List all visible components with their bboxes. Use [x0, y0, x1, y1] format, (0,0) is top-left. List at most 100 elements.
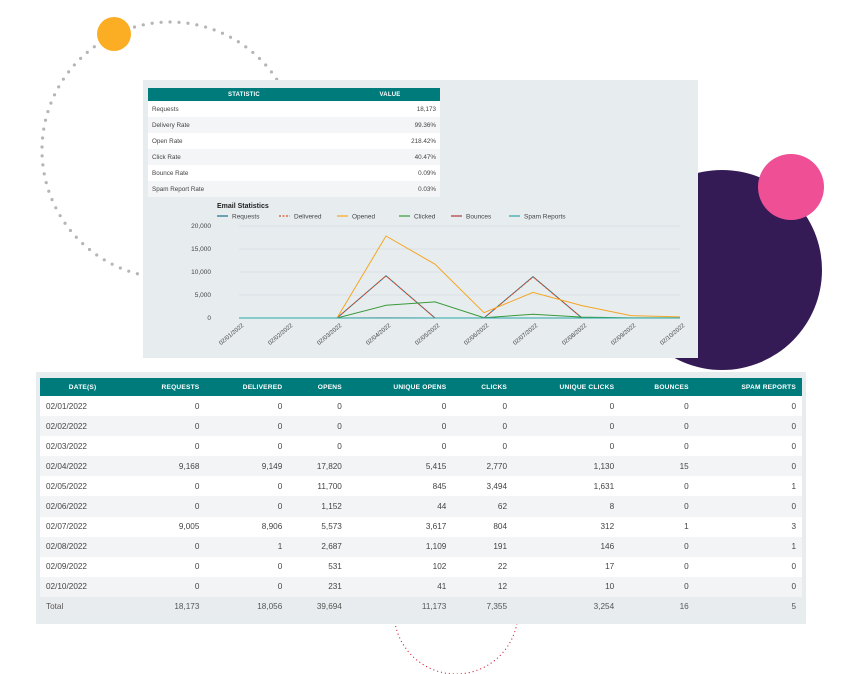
email-statistics-chart: Email Statistics Requests Delivered Opened C…	[191, 203, 687, 347]
table-row: 02/03/2022 0 0 0 0 0 0 0 0	[40, 436, 802, 457]
value-cell: 0	[125, 536, 206, 557]
value-cell: 0	[125, 496, 206, 517]
y-tick-label: 20,000	[191, 223, 211, 230]
total-value: 16	[620, 596, 695, 618]
legend-label: Opened	[352, 214, 376, 221]
x-tick-label: 02/05/2022	[414, 323, 441, 347]
value-cell: 0	[620, 536, 695, 557]
total-value: 7,355	[452, 596, 514, 618]
column-header: SPAM REPORTS	[694, 378, 802, 396]
x-tick-label: 02/09/2022	[610, 323, 637, 347]
value-cell: 5,573	[288, 516, 348, 537]
value-cell: 15	[620, 456, 695, 477]
date-cell: 02/10/2022	[40, 576, 126, 597]
y-tick-label: 10,000	[191, 269, 211, 276]
value-cell: 0	[620, 556, 695, 577]
value-cell: 0	[347, 416, 453, 437]
value-cell: 0	[125, 576, 206, 597]
statistic-value: 40.47%	[340, 149, 440, 165]
table-row: 02/09/2022 0 0 531 102 22 17 0 0	[40, 556, 802, 577]
value-cell: 0	[513, 416, 621, 437]
column-header: OPENS	[288, 378, 348, 396]
value-cell: 9,168	[125, 456, 206, 477]
value-cell: 0	[205, 436, 289, 457]
value-cell: 0	[205, 556, 289, 577]
x-tick-label: 02/02/2022	[267, 323, 294, 347]
total-value: 39,694	[288, 596, 348, 618]
value-cell: 102	[347, 556, 453, 577]
column-header: DATE(S)	[40, 378, 126, 396]
value-cell: 0	[694, 496, 802, 517]
table-row: 02/02/2022 0 0 0 0 0 0 0 0	[40, 416, 802, 437]
value-cell: 0	[620, 496, 695, 517]
value-cell: 0	[205, 396, 289, 417]
table-row: 02/05/2022 0 0 11,700 845 3,494 1,631 0 1	[40, 476, 802, 497]
orange-circle	[97, 17, 131, 51]
statistic-value: 0.09%	[340, 165, 440, 181]
date-cell: 02/03/2022	[40, 436, 126, 457]
total-value: 3,254	[513, 596, 621, 618]
column-header: REQUESTS	[125, 378, 206, 396]
daily-statistics-table: DATE(S) REQUESTS DELIVERED OPENS UNIQUE OPEN…	[40, 378, 802, 618]
value-cell: 0	[452, 436, 514, 457]
statistic-row: Click Rate 40.47%	[148, 149, 440, 165]
statistic-value: 0.03%	[340, 181, 440, 197]
value-cell: 17	[513, 556, 621, 577]
legend-label: Requests	[232, 214, 260, 221]
statistic-label: Click Rate	[148, 149, 340, 165]
statistic-row: Requests 18,173	[148, 101, 440, 117]
value-cell: 22	[452, 556, 514, 577]
statistic-column-header: STATISTIC	[148, 88, 340, 101]
date-cell: 02/01/2022	[40, 396, 126, 417]
value-cell: 0	[694, 436, 802, 457]
x-tick-label: 02/01/2022	[218, 323, 245, 347]
value-cell: 1,130	[513, 456, 621, 477]
statistics-header-row: STATISTIC VALUE	[148, 88, 440, 101]
statistic-value: 99.36%	[340, 117, 440, 133]
table-total-row: Total 18,173 18,056 39,694 11,173 7,355 3,254 1…	[40, 596, 802, 618]
value-cell: 44	[347, 496, 453, 517]
value-cell: 5,415	[347, 456, 453, 477]
total-value: 5	[694, 596, 802, 618]
value-cell: 0	[288, 436, 348, 457]
statistic-row: Spam Report Rate 0.03%	[148, 181, 440, 197]
value-cell: 9,005	[125, 516, 206, 537]
column-header: DELIVERED	[205, 378, 289, 396]
legend-label: Clicked	[414, 214, 436, 221]
column-header: UNIQUE CLICKS	[513, 378, 621, 396]
value-cell: 0	[620, 576, 695, 597]
value-cell: 11,700	[288, 476, 348, 497]
statistic-label: Open Rate	[148, 133, 340, 149]
value-cell: 0	[620, 436, 695, 457]
series-line-opened	[239, 235, 681, 319]
value-cell: 231	[288, 576, 348, 597]
value-cell: 17,820	[288, 456, 348, 477]
table-row: 02/04/2022 9,168 9,149 17,820 5,415 2,770 1,13…	[40, 456, 802, 477]
table-row: 02/06/2022 0 0 1,152 44 62 8 0 0	[40, 496, 802, 517]
value-cell: 8	[513, 496, 621, 517]
date-cell: 02/05/2022	[40, 476, 126, 497]
value-column-header: VALUE	[340, 88, 440, 101]
statistic-row: Open Rate 218.42%	[148, 133, 440, 149]
value-cell: 0	[205, 496, 289, 517]
date-cell: 02/08/2022	[40, 536, 126, 557]
date-cell: 02/09/2022	[40, 556, 126, 577]
table-row: 02/08/2022 0 1 2,687 1,109 191 146 0 1	[40, 536, 802, 557]
value-cell: 41	[347, 576, 453, 597]
value-cell: 0	[513, 436, 621, 457]
statistic-label: Delivery Rate	[148, 117, 340, 133]
x-tick-label: 02/10/2022	[659, 323, 686, 347]
pink-circle	[758, 154, 824, 220]
value-cell: 312	[513, 516, 621, 537]
statistic-label: Spam Report Rate	[148, 181, 340, 197]
value-cell: 0	[513, 396, 621, 417]
value-cell: 1,631	[513, 476, 621, 497]
value-cell: 0	[205, 416, 289, 437]
date-cell: 02/07/2022	[40, 516, 126, 537]
value-cell: 191	[452, 536, 514, 557]
value-cell: 0	[125, 396, 206, 417]
value-cell: 531	[288, 556, 348, 577]
value-cell: 0	[205, 476, 289, 497]
statistic-label: Bounce Rate	[148, 165, 340, 181]
value-cell: 804	[452, 516, 514, 537]
